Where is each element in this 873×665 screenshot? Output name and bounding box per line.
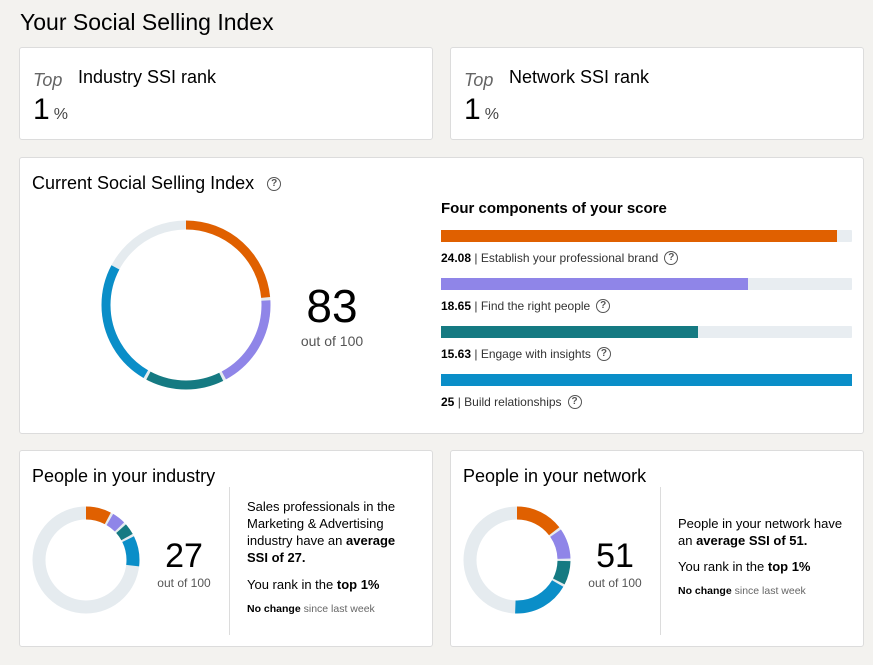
current-ssi-title-text: Current Social Selling Index bbox=[32, 173, 255, 193]
component-engage-text: Engage with insights bbox=[480, 347, 591, 361]
industry-change-line: No change since last week bbox=[247, 603, 375, 615]
industry-rank-value: 1% bbox=[33, 93, 68, 127]
help-icon[interactable]: ? bbox=[267, 177, 282, 192]
component-engage-label: 15.63 | Engage with insights? bbox=[441, 347, 852, 361]
network-rank-value: 1% bbox=[464, 93, 499, 127]
industry-divider bbox=[229, 487, 230, 635]
industry-rank-number: 1 bbox=[33, 93, 50, 126]
component-build-label: 25 | Build relationships? bbox=[441, 395, 852, 409]
component-build-track bbox=[441, 374, 852, 386]
network-segment-build bbox=[463, 506, 571, 614]
donut-segment-brand bbox=[101, 220, 271, 390]
network-change-line: No change since last week bbox=[678, 585, 806, 597]
donut-segment-build bbox=[101, 220, 271, 390]
industry-title: People in your industry bbox=[32, 466, 216, 486]
component-brand-label: 24.08 | Establish your professional bran… bbox=[441, 251, 852, 265]
component-brand-sep: | bbox=[471, 251, 481, 265]
component-brand-track bbox=[441, 230, 852, 242]
component-find-text: Find the right people bbox=[480, 299, 591, 313]
component-find-bar bbox=[441, 278, 748, 290]
help-icon[interactable]: ? bbox=[596, 299, 611, 313]
current-ssi-score-value: 83 bbox=[306, 280, 358, 332]
component-engage-track bbox=[441, 326, 852, 338]
network-desc-bold: average SSI of 51. bbox=[696, 533, 808, 548]
component-build-text: Build relationships bbox=[464, 395, 562, 409]
industry-rank-title: Industry SSI rank bbox=[78, 67, 217, 87]
industry-description: Sales professionals in the Marketing & A… bbox=[247, 498, 417, 566]
current-ssi-title: Current Social Selling Index ? bbox=[32, 173, 282, 194]
current-ssi-donut bbox=[101, 220, 271, 390]
component-find-value: 18.65 bbox=[441, 299, 472, 313]
component-find-track bbox=[441, 278, 852, 290]
network-change-text: since last week bbox=[731, 585, 806, 597]
network-description: People in your network have an average S… bbox=[678, 515, 858, 549]
current-ssi-out-of: out of 100 bbox=[300, 333, 364, 349]
component-engage-sep: | bbox=[471, 347, 481, 361]
donut-segment-find bbox=[101, 220, 271, 390]
component-engage-bar bbox=[441, 326, 698, 338]
component-find-label: 18.65 | Find the right people? bbox=[441, 299, 852, 313]
component-brand-text: Establish your professional brand bbox=[480, 251, 659, 265]
industry-out-of: out of 100 bbox=[157, 576, 211, 590]
current-ssi-score: 83 out of 100 bbox=[292, 283, 372, 349]
current-ssi-card: Current Social Selling Index ? 83 out of… bbox=[19, 157, 864, 434]
industry-desc-bold: average SSI of 27. bbox=[247, 533, 396, 565]
component-build: 25 | Build relationships? bbox=[441, 374, 852, 409]
help-icon[interactable]: ? bbox=[664, 251, 679, 265]
component-find: 18.65 | Find the right people? bbox=[441, 278, 852, 313]
component-engage-value: 15.63 bbox=[441, 347, 472, 361]
network-desc-text: People in your network have an bbox=[678, 516, 843, 548]
industry-rank-top-label: Top bbox=[33, 70, 63, 90]
industry-rank-card: Top Industry SSI rank 1% bbox=[19, 47, 433, 140]
network-out-of: out of 100 bbox=[588, 576, 642, 590]
help-icon[interactable]: ? bbox=[596, 347, 611, 361]
network-card: People in your network 51 out of 100 Peo… bbox=[450, 450, 864, 647]
industry-rank-line: You rank in the top 1% bbox=[247, 577, 380, 592]
network-rank-top-label: Top bbox=[464, 70, 494, 90]
industry-change-text: since last week bbox=[300, 603, 375, 615]
component-brand-value: 24.08 bbox=[441, 251, 472, 265]
industry-rank-text: You rank in the bbox=[247, 577, 337, 592]
industry-change-bold: No change bbox=[247, 603, 301, 615]
industry-score: 27 out of 100 bbox=[154, 539, 214, 590]
industry-rank-unit: % bbox=[53, 106, 68, 123]
network-divider bbox=[660, 487, 661, 635]
network-score: 51 out of 100 bbox=[585, 539, 645, 590]
network-rank-unit: % bbox=[484, 106, 499, 123]
component-find-sep: | bbox=[471, 299, 481, 313]
component-build-value: 25 bbox=[441, 395, 455, 409]
industry-desc-text: Sales professionals in the Marketing & A… bbox=[247, 499, 396, 548]
component-brand: 24.08 | Establish your professional bran… bbox=[441, 230, 852, 265]
network-rank-card: Top Network SSI rank 1% bbox=[450, 47, 864, 140]
network-rank-line: You rank in the top 1% bbox=[678, 559, 811, 574]
industry-score-value: 27 bbox=[165, 537, 203, 575]
network-rank-number: 1 bbox=[464, 93, 481, 126]
component-engage: 15.63 | Engage with insights? bbox=[441, 326, 852, 361]
donut-segment-engage bbox=[101, 220, 271, 390]
network-rank-title: Network SSI rank bbox=[509, 67, 650, 87]
industry-rank-bold: top 1% bbox=[336, 577, 380, 592]
industry-card: People in your industry 27 out of 100 Sa… bbox=[19, 450, 433, 647]
help-icon[interactable]: ? bbox=[567, 395, 582, 409]
network-change-bold: No change bbox=[678, 585, 732, 597]
page-title: Your Social Selling Index bbox=[20, 9, 274, 35]
component-build-sep: | bbox=[454, 395, 465, 409]
component-build-bar bbox=[441, 374, 852, 386]
industry-segment-brand bbox=[32, 506, 140, 614]
network-segment-brand bbox=[463, 506, 571, 614]
network-rank-text: You rank in the bbox=[678, 559, 768, 574]
components-title: Four components of your score bbox=[441, 200, 667, 217]
industry-segment-build bbox=[32, 506, 140, 614]
industry-donut bbox=[32, 506, 140, 614]
network-donut bbox=[463, 506, 571, 614]
network-rank-bold: top 1% bbox=[767, 559, 811, 574]
network-title: People in your network bbox=[463, 466, 647, 486]
component-brand-bar bbox=[441, 230, 837, 242]
network-score-value: 51 bbox=[596, 537, 634, 575]
